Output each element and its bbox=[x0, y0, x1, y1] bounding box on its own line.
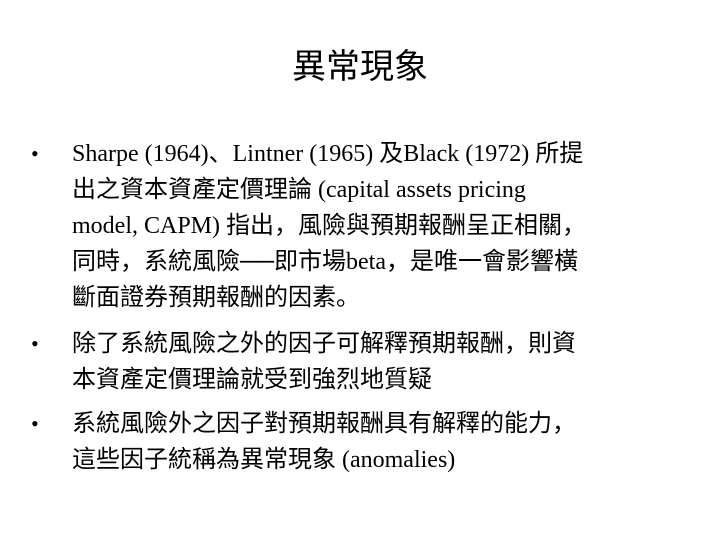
bullet-line: 同時，系統風險──即市場beta，是唯一會影響橫 bbox=[72, 249, 578, 275]
bullet-line: 這些因子統稱為異常現象 (anomalies) bbox=[72, 447, 456, 473]
bullet-line: 系統風險外之因子對預期報酬具有解釋的能力， bbox=[72, 411, 576, 437]
bullet-icon: • bbox=[31, 331, 39, 356]
bullet-line: Sharpe (1964)、Lintner (1965) 及Black (197… bbox=[72, 141, 584, 167]
bullet-line: 本資產定價理論就受到強烈地質疑 bbox=[72, 367, 432, 393]
bullet-icon: • bbox=[31, 411, 39, 436]
bullet-line: 除了系統風險之外的因子可解釋預期報酬，則資 bbox=[72, 331, 576, 357]
slide-title: 異常現象 bbox=[292, 49, 428, 86]
bullet-line: 出之資本資產定價理論 (capital assets pricing bbox=[72, 177, 526, 203]
bullet-line: 斷面證券預期報酬的因素。 bbox=[72, 285, 360, 311]
bullet-icon: • bbox=[31, 141, 39, 166]
bullet-line: model, CAPM) 指出，風險與預期報酬呈正相關， bbox=[72, 213, 587, 239]
